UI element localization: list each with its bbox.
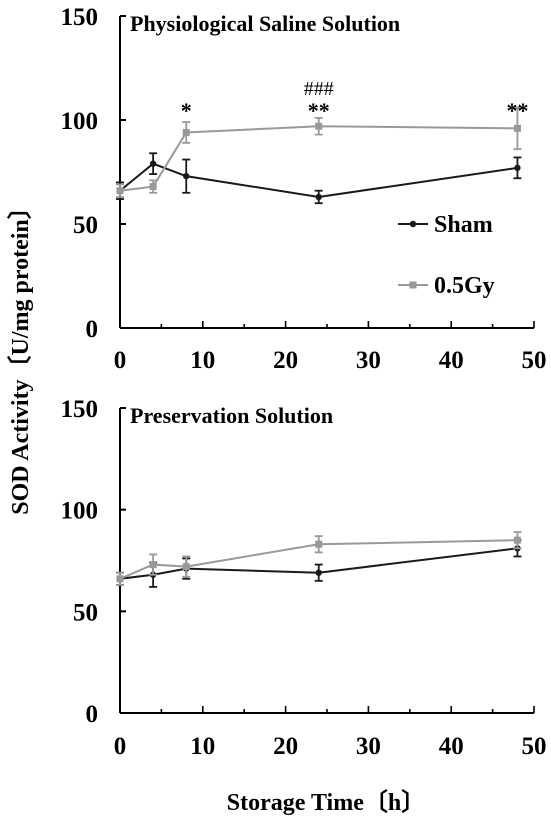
panel1-series-0-5gy-point bbox=[116, 187, 124, 195]
panel2-y-tick-label: 100 bbox=[61, 498, 99, 525]
panel1-x-tick-label: 10 bbox=[190, 347, 215, 374]
panel-physiological-saline: Physiological Saline Solution 0501001500… bbox=[61, 4, 547, 374]
panel2-x-tick-label: 30 bbox=[356, 733, 381, 760]
legend-marker bbox=[409, 220, 417, 228]
panel1-x-tick-label: 40 bbox=[439, 347, 464, 374]
panel1-series-sham-point bbox=[315, 193, 322, 201]
panel2-series-0-5gy-point bbox=[182, 563, 190, 571]
panel2-title: Preservation Solution bbox=[130, 403, 333, 428]
panel1-x-tick-label: 0 bbox=[114, 347, 127, 374]
legend-label: 0.5Gy bbox=[434, 273, 495, 299]
panel2-x-tick-label: 10 bbox=[190, 733, 215, 760]
legend-entry-sham: Sham bbox=[398, 212, 493, 238]
panel2-series-0-5gy-point bbox=[149, 561, 157, 569]
panel1-y-tick-label: 150 bbox=[61, 4, 99, 31]
panel1-x-tick-label: 20 bbox=[273, 347, 298, 374]
panel1-series-sham-point bbox=[149, 160, 157, 167]
legend-marker bbox=[409, 281, 417, 289]
panel2-x-tick-label: 20 bbox=[273, 733, 298, 760]
panel2-y-tick-label: 50 bbox=[73, 599, 98, 626]
panel1-annotation: ** bbox=[506, 98, 528, 123]
panel1-series-0-5gy-point bbox=[513, 124, 521, 132]
panel2-y-tick-label: 0 bbox=[86, 701, 99, 728]
panel2-x-tick-label: 0 bbox=[114, 733, 127, 760]
panel1-title: Physiological Saline Solution bbox=[130, 11, 400, 36]
panel2-series-0-5gy-point bbox=[315, 540, 323, 548]
panel2-series-0-5gy-point bbox=[513, 536, 521, 544]
panel1-series-0-5gy-point bbox=[182, 128, 190, 136]
panel-preservation-solution: Preservation Solution 0 50 100 150 0 10 20 30 40… bbox=[61, 396, 547, 760]
panel2-y-tick-label: 150 bbox=[61, 396, 99, 423]
panel1-x-tick-label: 50 bbox=[522, 347, 547, 374]
panel2-series-0-5gy-point bbox=[116, 575, 124, 583]
panel1-y-tick-label: 50 bbox=[73, 212, 98, 239]
panel1-series-0-5gy-point bbox=[149, 183, 157, 191]
panel2-x-tick-label: 50 bbox=[522, 733, 547, 760]
panel2-series-sham-point bbox=[315, 569, 322, 576]
legend-label: Sham bbox=[434, 212, 493, 238]
panel2-x-tick-label: 40 bbox=[439, 733, 464, 760]
panel1-series-0-5gy-line bbox=[119, 125, 518, 192]
panel1-annotation: * bbox=[181, 98, 192, 123]
panel1-y-tick-label: 0 bbox=[86, 316, 99, 343]
x-axis-label: Storage Time〔h〕 bbox=[227, 789, 425, 816]
panel1-y-tick-label: 100 bbox=[61, 108, 99, 135]
panel1-series-0-5gy-point bbox=[315, 122, 323, 130]
panel1-series-sham-point bbox=[514, 164, 521, 172]
panel1-x-tick-label: 30 bbox=[356, 347, 381, 374]
panel1-annotation: ** bbox=[308, 98, 330, 123]
legend-entry-0-5gy: 0.5Gy bbox=[398, 273, 495, 299]
panel1-annotation: ### bbox=[304, 78, 334, 100]
y-axis-label: SOD Activity〔U/mg protein〕 bbox=[7, 195, 34, 515]
panel1-series-sham-point bbox=[183, 172, 190, 180]
